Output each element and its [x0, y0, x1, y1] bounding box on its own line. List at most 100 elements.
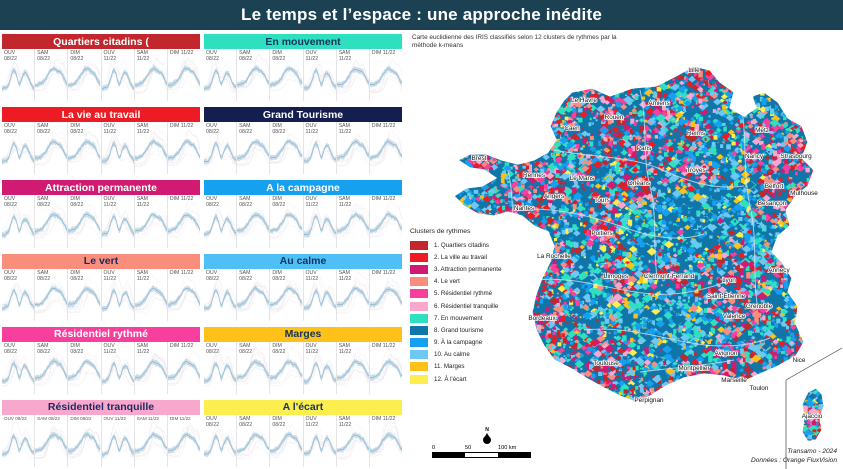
- legend-item-11[interactable]: 11. Marges: [410, 361, 540, 373]
- facet-quartiers-citadins-5: DIM 11/22: [167, 49, 201, 102]
- city-label-brest: Brest: [472, 155, 487, 162]
- city-label-toulouse: Toulouse: [593, 360, 619, 367]
- city-label-rouen: Rouen: [605, 114, 624, 121]
- cluster-panel-header-a-la-campagne: A la campagne: [204, 180, 402, 196]
- cluster-panel-title: La vie au travail: [61, 108, 141, 121]
- legend-item-label: 11. Marges: [434, 363, 465, 371]
- cluster-panel-quartiers-citadins[interactable]: Quartiers citadins ( OUV 08/22 SAM 08/22…: [2, 34, 201, 102]
- legend-item-6[interactable]: 6. Résidentiel tranquille: [410, 300, 540, 312]
- facet-quartiers-citadins-2: DIM 08/22: [68, 49, 102, 102]
- cluster-panel-grand-tourisme[interactable]: Grand Tourisme OUV 08/22 SAM 08/22 DIM 0…: [204, 107, 403, 175]
- facet-a-l-cart-4: SAM 11/22: [336, 414, 370, 468]
- credits-source: Données : Orange FluxVision: [750, 457, 837, 464]
- cluster-panel-title: Résidentiel tranquille: [47, 401, 155, 414]
- legend-item-12[interactable]: 12. À l'écart: [410, 373, 540, 385]
- legend-item-label: 8. Grand tourisme: [434, 326, 484, 334]
- facet-a-l-cart-0: OUV 08/22: [204, 414, 238, 468]
- facet-grand-tourisme-5: DIM 11/22: [369, 122, 403, 175]
- credits-author: Transamo - 2024: [787, 448, 837, 455]
- cluster-panel-r-sidentiel-tranquille[interactable]: Résidentiel tranquille OUV 08/22 SAM 08/…: [2, 399, 201, 468]
- cluster-panel-title: A l'écart: [282, 401, 324, 414]
- cluster-panel-title: Marges: [284, 328, 322, 341]
- facet-la-vie-au-travail-5: DIM 11/22: [167, 122, 201, 175]
- city-label-lyon: Lyon: [722, 277, 736, 284]
- facet-le-vert-4: SAM 11/22: [134, 268, 168, 321]
- facet-grand-tourisme-3: OUV 11/22: [303, 122, 337, 175]
- facet-a-l-cart-5: DIM 11/22: [369, 414, 403, 468]
- facet-marges-2: DIM 08/22: [270, 341, 304, 394]
- cluster-panel-body-attraction-permanente: OUV 08/22 SAM 08/22 DIM 08/22 OUV 11/22 …: [2, 195, 201, 248]
- city-label-ajaccio: Ajaccio: [802, 413, 823, 420]
- cluster-panel-title: A la campagne: [266, 181, 340, 194]
- panel-column-left: Quartiers citadins ( OUV 08/22 SAM 08/22…: [2, 34, 201, 468]
- legend-item-1[interactable]: 1. Quartiers citadins: [410, 239, 540, 251]
- city-label-toulon: Toulon: [750, 385, 769, 392]
- cluster-panel-a-l-cart[interactable]: A l'écart OUV 08/22 SAM 08/22 DIM 08/22 …: [204, 399, 403, 468]
- city-label-limoges: Limoges: [604, 273, 628, 280]
- city-label-grenoble: Grenoble: [746, 303, 773, 310]
- legend-item-9[interactable]: 9. À la campagne: [410, 337, 540, 349]
- city-label-belfort: Belfort: [765, 183, 784, 190]
- cluster-panel-title: Quartiers citadins (: [53, 35, 149, 48]
- facet-attraction-permanente-4: SAM 11/22: [134, 195, 168, 248]
- city-label-amiens: Amiens: [648, 100, 669, 107]
- city-label-clermont-ferrand: Clermont-Ferrand: [644, 273, 695, 280]
- legend-item-7[interactable]: 7. En mouvement: [410, 312, 540, 324]
- facet-r-sidentiel-tranquille-1: SAM 08/22: [35, 414, 69, 468]
- legend-swatch-icon: [410, 313, 428, 323]
- facet-attraction-permanente-3: OUV 11/22: [101, 195, 135, 248]
- legend-item-4[interactable]: 4. Le vert: [410, 276, 540, 288]
- cluster-panel-le-vert[interactable]: Le vert OUV 08/22 SAM 08/22 DIM 08/22 OU…: [2, 253, 201, 321]
- city-label-marseille: Marseille: [721, 377, 747, 384]
- legend-title: Clusters de rythmes: [410, 228, 471, 235]
- cluster-panel-body-la-vie-au-travail: OUV 08/22 SAM 08/22 DIM 08/22 OUV 11/22 …: [2, 122, 201, 175]
- legend-item-label: 5. Résidentiel rythmé: [434, 290, 493, 298]
- city-label-valence: Valence: [723, 313, 746, 320]
- cluster-panel-au-calme[interactable]: Au calme OUV 08/22 SAM 08/22 DIM 08/22 O…: [204, 253, 403, 321]
- legend-item-2[interactable]: 2. La ville au travail: [410, 251, 540, 263]
- facet-a-la-campagne-0: OUV 08/22: [204, 195, 238, 248]
- cluster-panel-en-mouvement[interactable]: En mouvement OUV 08/22 SAM 08/22 DIM 08/…: [204, 34, 403, 102]
- facet-r-sidentiel-tranquille-5: DIM 11/22: [167, 414, 201, 468]
- cluster-panel-r-sidentiel-rythm[interactable]: Résidentiel rythmé OUV 08/22 SAM 08/22 D…: [2, 326, 201, 394]
- facet-en-mouvement-0: OUV 08/22: [204, 49, 238, 102]
- facet-quartiers-citadins-1: SAM 08/22: [35, 49, 69, 102]
- facet-marges-5: DIM 11/22: [369, 341, 403, 394]
- legend-item-3[interactable]: 3. Attraction permanente: [410, 263, 540, 275]
- city-label-caen: Caen: [564, 125, 580, 132]
- facet-la-vie-au-travail-1: SAM 08/22: [35, 122, 69, 175]
- cluster-panel-a-la-campagne[interactable]: A la campagne OUV 08/22 SAM 08/22 DIM 08…: [204, 180, 403, 248]
- facet-r-sidentiel-tranquille-2: DIM 08/22: [68, 414, 102, 468]
- title-bar: Le temps et l’espace : une approche inéd…: [0, 0, 843, 30]
- facet-au-calme-3: OUV 11/22: [303, 268, 337, 321]
- city-label-angers: Angers: [544, 193, 564, 200]
- legend-swatch-icon: [410, 362, 428, 372]
- legend-item-8[interactable]: 8. Grand tourisme: [410, 324, 540, 336]
- legend-swatch-icon: [410, 325, 428, 335]
- legend-swatch-icon: [410, 240, 428, 250]
- cluster-panel-body-a-la-campagne: OUV 08/22 SAM 08/22 DIM 08/22 OUV 11/22 …: [204, 195, 403, 248]
- city-label-perpignan: Perpignan: [634, 397, 664, 404]
- cluster-panel-header-la-vie-au-travail: La vie au travail: [2, 107, 200, 123]
- facet-quartiers-citadins-3: OUV 11/22: [101, 49, 135, 102]
- facet-attraction-permanente-1: SAM 08/22: [35, 195, 69, 248]
- legend-swatch-icon: [410, 264, 428, 274]
- cluster-panel-attraction-permanente[interactable]: Attraction permanente OUV 08/22 SAM 08/2…: [2, 180, 201, 248]
- facet-r-sidentiel-rythm-5: DIM 11/22: [167, 341, 201, 394]
- city-label-montpellier: Montpellier: [678, 365, 710, 372]
- city-label-bordeaux: Bordeaux: [528, 315, 556, 322]
- city-label-nancy: Nancy: [745, 153, 764, 160]
- facet-marges-1: SAM 08/22: [237, 341, 271, 394]
- facet-le-vert-2: DIM 08/22: [68, 268, 102, 321]
- cluster-panel-title: Attraction permanente: [44, 181, 158, 194]
- city-label-rennes: Rennes: [523, 172, 545, 179]
- north-arrow-icon: N: [432, 428, 542, 444]
- cluster-panel-la-vie-au-travail[interactable]: La vie au travail OUV 08/22 SAM 08/22 DI…: [2, 107, 201, 175]
- legend-item-5[interactable]: 5. Résidentiel rythmé: [410, 288, 540, 300]
- legend-item-10[interactable]: 10. Au calme: [410, 349, 540, 361]
- france-cluster-map[interactable]: Lille Le Havre Amiens Rouen Reims Metz Caen Par…: [404, 30, 843, 469]
- cluster-panel-header-attraction-permanente: Attraction permanente: [2, 180, 200, 196]
- city-label-annecy: Annecy: [768, 267, 790, 274]
- cluster-panel-marges[interactable]: Marges OUV 08/22 SAM 08/22 DIM 08/22 OUV…: [204, 326, 403, 394]
- legend-item-label: 3. Attraction permanente: [434, 265, 502, 273]
